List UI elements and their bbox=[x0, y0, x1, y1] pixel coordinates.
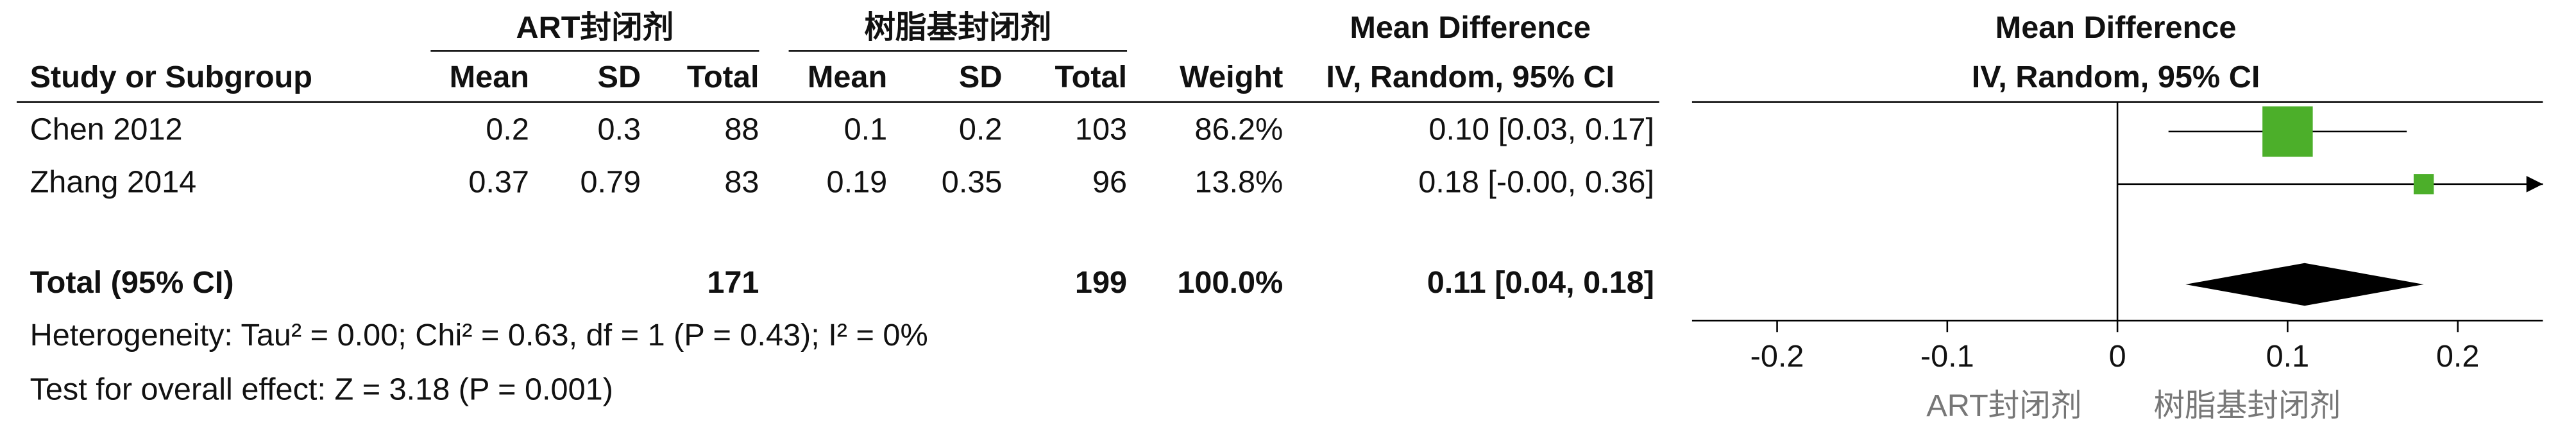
cell: 0.18 [-0.00, 0.36] bbox=[1418, 165, 1654, 200]
study-square bbox=[2262, 106, 2313, 157]
cell: 86.2% bbox=[1194, 112, 1283, 147]
total-cell: 171 bbox=[707, 265, 759, 300]
x-tick-label: 0.2 bbox=[2436, 339, 2480, 374]
total-cell: 0.11 [0.04, 0.18] bbox=[1427, 265, 1654, 300]
column-header: SD bbox=[598, 60, 641, 94]
column-header: Weight bbox=[1180, 60, 1283, 94]
group-header: ART封闭剂 bbox=[516, 10, 674, 45]
column-header: Study or Subgroup bbox=[30, 60, 312, 94]
column-header: Total bbox=[1055, 60, 1127, 94]
total-cell: 199 bbox=[1075, 265, 1127, 300]
x-tick-label: 0 bbox=[2109, 339, 2126, 374]
group-header: 树脂基封闭剂 bbox=[864, 10, 1051, 45]
column-header: Mean bbox=[808, 60, 887, 94]
cell: 13.8% bbox=[1194, 165, 1283, 200]
effect-header: Mean Difference bbox=[1350, 10, 1591, 45]
cell: Chen 2012 bbox=[30, 112, 183, 147]
cell: 88 bbox=[724, 112, 759, 147]
total-cell: 100.0% bbox=[1177, 265, 1283, 300]
favours-label: ART封闭剂 bbox=[1926, 388, 2081, 423]
cell: 0.2 bbox=[486, 112, 529, 147]
overall-effect: Test for overall effect: Z = 3.18 (P = 0… bbox=[30, 372, 613, 406]
column-header: Total bbox=[687, 60, 759, 94]
cell: 0.2 bbox=[959, 112, 1003, 147]
total-diamond bbox=[2185, 263, 2424, 306]
ci-arrow bbox=[2526, 175, 2543, 193]
column-header: Mean bbox=[450, 60, 529, 94]
cell: 83 bbox=[724, 165, 759, 200]
total-label: Total (95% CI) bbox=[30, 265, 234, 300]
column-header: IV, Random, 95% CI bbox=[1326, 60, 1614, 94]
x-tick-label: -0.2 bbox=[1750, 339, 1804, 374]
plot-header: Mean Difference bbox=[1996, 10, 2237, 45]
cell: 103 bbox=[1075, 112, 1127, 147]
x-tick-label: 0.1 bbox=[2266, 339, 2310, 374]
cell: 0.37 bbox=[468, 165, 529, 200]
cell: 96 bbox=[1092, 165, 1127, 200]
plot-subheader: IV, Random, 95% CI bbox=[1972, 60, 2260, 94]
cell: 0.1 bbox=[844, 112, 888, 147]
study-square bbox=[2413, 174, 2434, 195]
cell: Zhang 2014 bbox=[30, 165, 197, 200]
cell: 0.19 bbox=[827, 165, 888, 200]
heterogeneity: Heterogeneity: Tau² = 0.00; Chi² = 0.63,… bbox=[30, 318, 928, 352]
cell: 0.3 bbox=[597, 112, 641, 147]
cell: 0.35 bbox=[942, 165, 1003, 200]
favours-label: 树脂基封闭剂 bbox=[2153, 388, 2341, 423]
x-tick-label: -0.1 bbox=[1920, 339, 1974, 374]
column-header: SD bbox=[959, 60, 1003, 94]
cell: 0.10 [0.03, 0.17] bbox=[1428, 112, 1654, 147]
cell: 0.79 bbox=[580, 165, 641, 200]
